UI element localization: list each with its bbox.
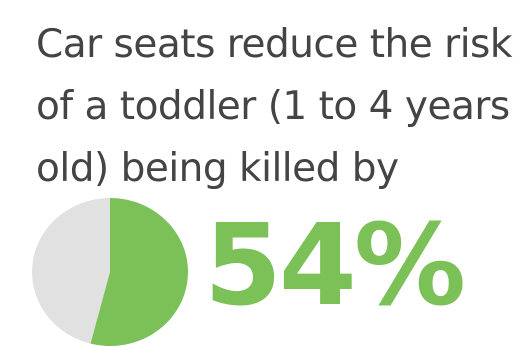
pie-percent-slice <box>90 198 188 346</box>
headline-line-1: Car seats reduce the risk <box>36 22 512 67</box>
headline-line-2: of a toddler (1 to 4 years <box>36 84 510 129</box>
stat-percent-value: 54% <box>204 201 466 331</box>
headline-line-3: old) being killed by <box>36 146 399 191</box>
pie-chart <box>32 198 188 346</box>
headline: Car seats reduce the risk of a toddler (… <box>36 14 512 200</box>
